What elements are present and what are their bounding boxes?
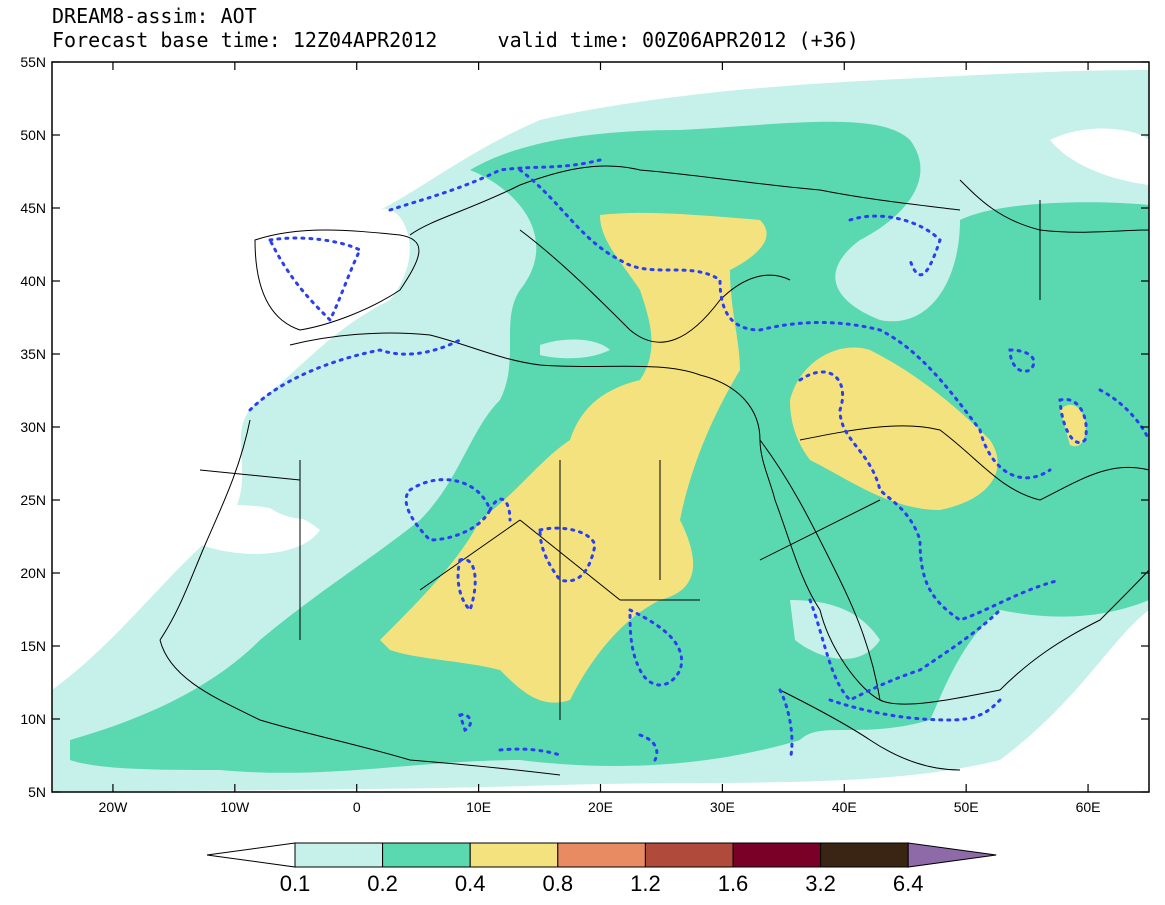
longitude-axis: 20W 10W 0 10E 20E 30E 40E 50E 60E (99, 62, 1101, 815)
time-line: Forecast base time: 12Z04APR2012 valid t… (52, 28, 859, 52)
lat-tick-label: 45N (20, 200, 46, 216)
colorbar-over-triangle (907, 842, 997, 868)
colorbar-label: 0.2 (367, 871, 398, 896)
colorbar: 0.1 0.2 0.4 0.8 1.2 1.6 3.2 6.4 (206, 842, 997, 896)
base-time: Forecast base time: 12Z04APR2012 (52, 28, 438, 52)
lon-tick-label: 10W (220, 799, 250, 815)
lat-tick-label: 10N (20, 711, 46, 727)
colorbar-label: 6.4 (893, 871, 924, 896)
lat-tick-label: 40N (20, 273, 46, 289)
lat-tick-label: 20N (20, 565, 46, 581)
colorbar-label: 3.2 (805, 871, 836, 896)
map-plot-area (52, 62, 1149, 792)
aot-band-0.4 (380, 212, 767, 703)
lon-tick-label: 20W (99, 799, 129, 815)
valid-time: valid time: 00Z06APR2012 (+36) (497, 28, 859, 52)
lat-tick-label: 15N (20, 638, 46, 654)
latitude-axis: 55N 50N 45N 40N 35N 30N 25N 20N 15N 10N 5N (20, 54, 1149, 800)
aot-band-0.4-gulf (1060, 404, 1086, 447)
aot-dotted-contours (248, 158, 1149, 762)
lat-tick-label: 55N (20, 54, 46, 70)
lon-tick-label: 60E (1076, 799, 1101, 815)
colorbar-swatch (820, 842, 909, 868)
lat-tick-label: 50N (20, 127, 46, 143)
colorbar-swatch (732, 842, 822, 868)
colorbar-label: 0.8 (543, 871, 574, 896)
aot-gap-west (190, 505, 320, 554)
lon-tick-label: 50E (954, 799, 979, 815)
colorbar-swatch (469, 842, 559, 868)
colorbar-under-triangle (206, 842, 296, 868)
aot-gap-med (540, 339, 610, 359)
colorbar-label: 0.1 (280, 871, 311, 896)
colorbar-label: 1.2 (630, 871, 661, 896)
colorbar-label: 1.6 (718, 871, 749, 896)
lon-tick-label: 10E (466, 799, 491, 815)
colorbar-swatch (644, 842, 734, 868)
lon-tick-label: 30E (710, 799, 735, 815)
colorbar-swatch (294, 842, 384, 868)
aot-gap-atlas (405, 400, 445, 434)
lat-tick-label: 25N (20, 492, 46, 508)
map-title: DREAM8-assim: AOT (52, 4, 257, 28)
lat-tick-label: 30N (20, 419, 46, 435)
aot-band-0.4-arabia (790, 347, 998, 510)
lon-tick-label: 20E (588, 799, 613, 815)
colorbar-swatch (557, 842, 646, 868)
aot-gap-ne (1050, 128, 1149, 185)
lon-tick-label: 0 (353, 799, 361, 815)
lat-tick-label: 5N (28, 784, 46, 800)
coastlines (159, 165, 1149, 776)
colorbar-swatch (382, 842, 471, 868)
lat-tick-label: 35N (20, 346, 46, 362)
lon-tick-label: 40E (832, 799, 857, 815)
aot-gap-redsea (790, 600, 880, 659)
colorbar-label: 0.4 (455, 871, 486, 896)
map-header: DREAM8-assim: AOT Forecast base time: 12… (52, 4, 859, 52)
